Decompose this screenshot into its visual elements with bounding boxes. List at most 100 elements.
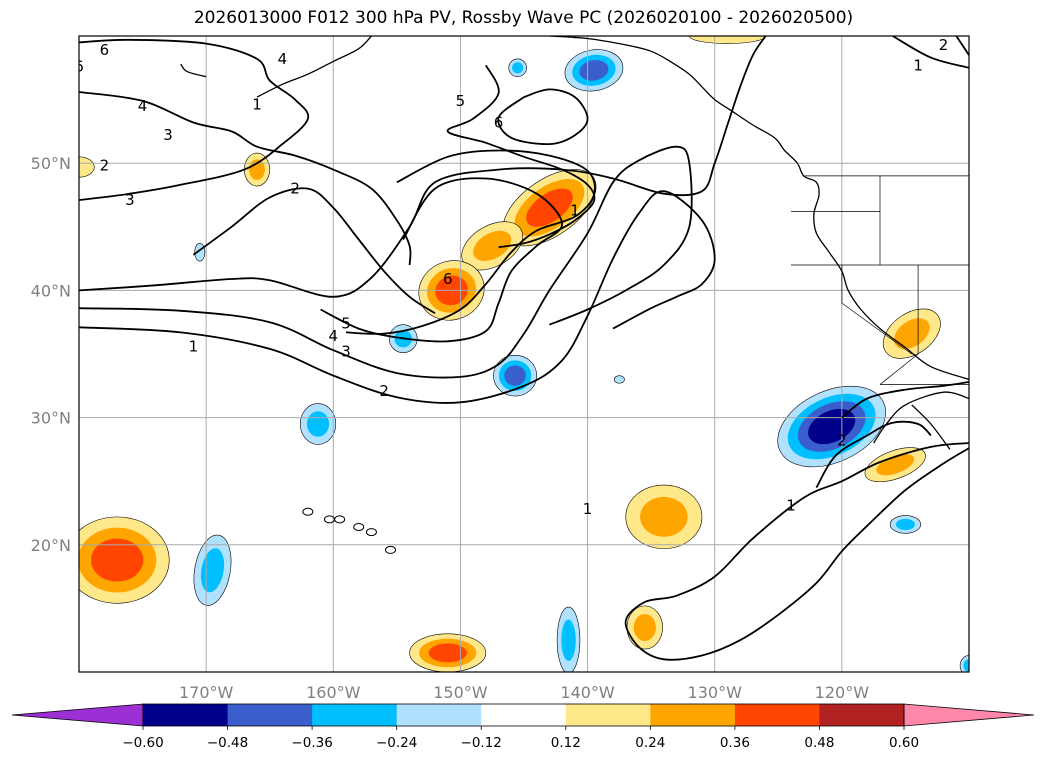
pv-anomaly-negative xyxy=(564,49,624,92)
contour-label: 2 xyxy=(100,157,110,175)
contour-label: 2 xyxy=(837,431,847,449)
pv-contour-line xyxy=(345,149,596,335)
lat-tick-label: 20°N xyxy=(31,536,71,555)
anomaly-band xyxy=(640,496,688,537)
colorbar-swatch xyxy=(312,704,398,726)
anomaly-band xyxy=(579,59,609,81)
pv-anomaly-positive xyxy=(502,169,597,247)
lon-tick-label: 150°W xyxy=(433,683,488,700)
axis-tick-labels: 170°W 160°W 150°W 140°W 130°W 120°W 20°N 30°N 40… xyxy=(31,154,870,700)
contour-label: 4 xyxy=(278,50,288,68)
pv-contour-line xyxy=(320,177,563,343)
pv-contour-line xyxy=(79,145,693,379)
lon-tick-label: 160°W xyxy=(306,683,361,700)
pv-contour-line xyxy=(955,36,969,56)
anomaly-band xyxy=(613,375,625,384)
anomaly-band xyxy=(633,613,656,641)
pv-anomaly-positive xyxy=(864,447,926,483)
pv-contour-line xyxy=(815,420,932,489)
anomaly-band xyxy=(689,36,766,44)
pv-anomaly-positive xyxy=(882,308,941,359)
pv-contour-line xyxy=(192,187,436,315)
island xyxy=(353,522,365,531)
colorbar-swatch xyxy=(481,704,567,726)
colorbar-tick-label: −0.36 xyxy=(291,735,332,751)
contour-label: 3 xyxy=(341,342,351,360)
island xyxy=(365,528,377,537)
contour-label: 1 xyxy=(786,496,796,514)
pv-contour-line xyxy=(624,442,969,661)
contour-label: 6 xyxy=(74,58,84,76)
contour-label: 1 xyxy=(913,56,923,74)
pv-anomaly-positive xyxy=(626,605,663,650)
island xyxy=(385,545,396,554)
colorbar-extend-high xyxy=(903,703,1035,727)
anomaly-band xyxy=(473,230,512,261)
lon-tick-label: 120°W xyxy=(815,683,870,700)
colorbar-swatch xyxy=(396,704,482,726)
pv-contour-line xyxy=(446,64,596,249)
pv-anomaly-negative xyxy=(193,534,232,606)
contour-label: 4 xyxy=(138,97,148,115)
contour-label: 1 xyxy=(189,337,199,355)
lat-tick-label: 40°N xyxy=(31,281,71,300)
contour-label: 5 xyxy=(341,314,351,332)
contour-label: 1 xyxy=(570,201,580,219)
contour-label: 2 xyxy=(290,180,300,198)
colorbar-frame xyxy=(142,703,905,727)
colorbar-tick-label: 0.48 xyxy=(804,735,834,751)
colorbar-tick-label: 0.12 xyxy=(551,735,581,751)
pv-anomaly-positive xyxy=(461,221,523,271)
colorbar-tick-label: −0.24 xyxy=(376,735,417,751)
anomaly-band xyxy=(306,411,330,437)
pv-anomaly-positive xyxy=(625,484,703,549)
pv-anomaly-positive xyxy=(689,36,766,44)
lat-tick-label: 50°N xyxy=(31,154,71,173)
lon-tick-label: 130°W xyxy=(688,683,743,700)
colorbar-tick-label: −0.12 xyxy=(461,735,502,751)
contour-label: 6 xyxy=(100,41,110,59)
contour-label: 6 xyxy=(494,113,504,131)
pv-anomaly-negative xyxy=(613,375,625,384)
gridlines xyxy=(79,36,969,672)
pv-contour-line xyxy=(892,36,969,69)
colorbar-tick-label: −0.48 xyxy=(207,735,248,751)
coastline xyxy=(180,63,207,78)
contour-label: 1 xyxy=(252,96,262,114)
coastline xyxy=(911,404,951,450)
contour-label: 2 xyxy=(379,382,389,400)
island xyxy=(323,515,335,524)
chart-title: 2026013000 F012 300 hPa PV, Rossby Wave … xyxy=(193,8,854,28)
colorbar-tick-label: 0.36 xyxy=(720,735,750,751)
colorbar-swatch xyxy=(650,704,736,726)
anomaly-band xyxy=(526,188,573,227)
colorbar-tick-label: 0.24 xyxy=(635,735,665,751)
pv-contours xyxy=(79,36,969,661)
anomaly-band xyxy=(895,518,915,531)
anomaly-band xyxy=(561,619,576,661)
pv-anomaly-negative xyxy=(889,515,922,534)
anomaly-band xyxy=(200,548,225,593)
coastline xyxy=(256,36,372,98)
colorbar-swatch xyxy=(227,704,313,726)
pv-anomaly-negative xyxy=(508,58,527,78)
anomaly-band xyxy=(504,365,526,386)
contour-label: 3 xyxy=(125,191,135,209)
anomaly-band xyxy=(893,318,930,350)
anomaly-band xyxy=(428,643,467,663)
colorbar-swatch xyxy=(734,704,820,726)
lat-tick-label: 30°N xyxy=(31,409,71,428)
anomaly-band xyxy=(963,659,969,672)
state-border xyxy=(841,265,913,355)
lon-tick-label: 140°W xyxy=(560,683,615,700)
contour-label: 5 xyxy=(456,92,466,110)
pv-contour-line xyxy=(497,88,589,146)
anomaly-band xyxy=(512,62,524,74)
colorbar-tick-label: 0.60 xyxy=(889,735,919,751)
contour-label: 4 xyxy=(329,327,339,345)
state-border xyxy=(879,265,919,385)
colorbar-extend-low xyxy=(11,703,144,727)
colorbar-swatch xyxy=(565,704,651,726)
